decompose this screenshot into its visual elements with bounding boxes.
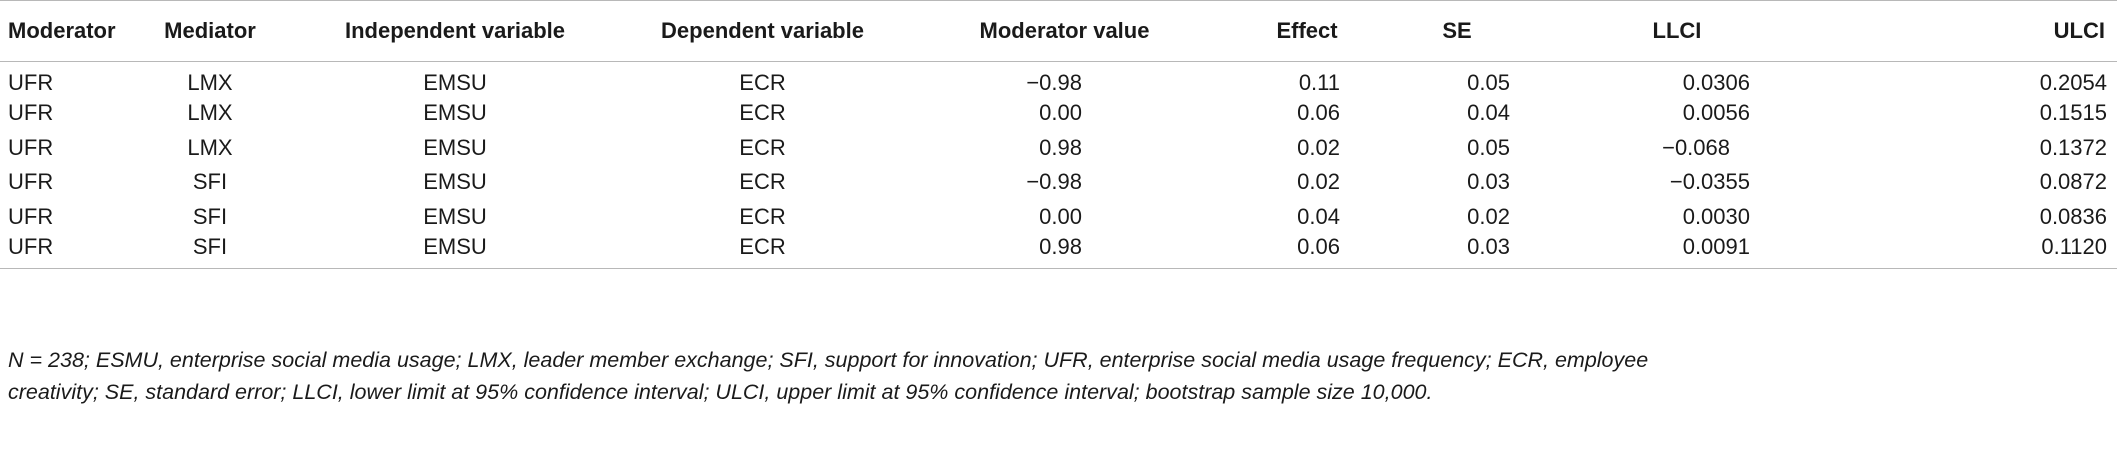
cell-effect: 0.02: [1297, 134, 1340, 160]
cell-independent-variable: EMSU: [423, 234, 487, 259]
table-body: UFR LMX EMSU ECR −0.98 0.11 0.05 0.0306 …: [0, 62, 2117, 269]
table-row: UFR LMX EMSU ECR 0.00 0.06 0.04 0.0056 0…: [0, 96, 2117, 131]
cell-moderator-value: 0.98: [1039, 134, 1082, 160]
cell-moderator: UFR: [8, 134, 54, 160]
cell-moderator: UFR: [8, 169, 54, 195]
cell-effect: 0.02: [1297, 169, 1340, 195]
cell-ulci: 0.0836: [2039, 203, 2107, 229]
cell-moderator-value: −0.98: [1026, 70, 1082, 95]
header-independent-variable: Independent variable: [344, 18, 566, 43]
cell-effect: 0.06: [1297, 100, 1340, 126]
cell-independent-variable: EMSU: [423, 100, 487, 126]
cell-dependent-variable: ECR: [739, 100, 786, 126]
cell-dependent-variable: ECR: [739, 234, 786, 259]
header-moderator: Moderator: [8, 18, 116, 43]
header-moderator-value: Moderator value: [979, 18, 1150, 43]
cell-independent-variable: EMSU: [423, 169, 487, 195]
table-row: UFR SFI EMSU ECR 0.00 0.04 0.02 0.0030 0…: [0, 200, 2117, 235]
cell-se: 0.03: [1467, 234, 1510, 259]
cell-moderator: UFR: [8, 234, 54, 259]
cell-dependent-variable: ECR: [739, 134, 786, 160]
cell-llci: 0.0056: [1682, 100, 1750, 126]
cell-effect: 0.04: [1297, 203, 1340, 229]
cell-moderator: UFR: [8, 70, 54, 95]
cell-se: 0.04: [1467, 100, 1510, 126]
cell-llci: 0.0030: [1682, 203, 1750, 229]
cell-llci: 0.0091: [1682, 234, 1750, 259]
cell-mediator: SFI: [192, 203, 228, 229]
table-row: UFR LMX EMSU ECR 0.98 0.02 0.05 −0.068 0…: [0, 131, 2117, 166]
cell-ulci: 0.1515: [2039, 100, 2107, 126]
header-se: SE: [1442, 18, 1472, 43]
cell-mediator: LMX: [187, 100, 233, 126]
cell-dependent-variable: ECR: [739, 203, 786, 229]
results-table-container: Moderator Mediator Independent variable …: [0, 0, 2117, 269]
cell-ulci: 0.1120: [2041, 234, 2107, 259]
cell-moderator-value: 0.00: [1039, 203, 1082, 229]
cell-ulci: 0.1372: [2039, 134, 2107, 160]
header-ulci: ULCI: [2053, 18, 2105, 43]
header-dependent-variable: Dependent variable: [661, 18, 864, 43]
cell-se: 0.03: [1467, 169, 1510, 195]
cell-ulci: 0.2054: [2039, 70, 2107, 95]
cell-mediator: LMX: [187, 70, 233, 95]
cell-moderator-value: −0.98: [1026, 169, 1082, 195]
table-footnote: N = 238; ESMU, enterprise social media u…: [8, 344, 2108, 408]
cell-independent-variable: EMSU: [423, 70, 487, 95]
cell-moderator-value: 0.00: [1039, 100, 1082, 126]
table-header: Moderator Mediator Independent variable …: [0, 0, 2117, 62]
cell-ulci: 0.0872: [2039, 169, 2107, 195]
cell-mediator: LMX: [187, 134, 233, 160]
cell-se: 0.05: [1467, 134, 1510, 160]
header-llci: LLCI: [1652, 18, 1702, 43]
table-row: UFR LMX EMSU ECR −0.98 0.11 0.05 0.0306 …: [0, 62, 2117, 97]
cell-independent-variable: EMSU: [423, 134, 487, 160]
cell-se: 0.02: [1467, 203, 1510, 229]
header-effect: Effect: [1276, 18, 1338, 43]
table-row: UFR SFI EMSU ECR 0.98 0.06 0.03 0.0091 0…: [0, 234, 2117, 269]
cell-llci: −0.068: [1662, 134, 1730, 160]
cell-independent-variable: EMSU: [423, 203, 487, 229]
cell-moderator: UFR: [8, 203, 54, 229]
cell-moderator-value: 0.98: [1039, 234, 1082, 259]
cell-effect: 0.06: [1297, 234, 1340, 259]
cell-llci: −0.0355: [1669, 169, 1750, 195]
cell-dependent-variable: ECR: [739, 169, 786, 195]
cell-dependent-variable: ECR: [739, 70, 786, 95]
footnote-line-2: creativity; SE, standard error; LLCI, lo…: [8, 380, 1433, 404]
cell-effect: 0.11: [1298, 70, 1340, 95]
cell-mediator: SFI: [192, 234, 228, 259]
footnote-line-1: N = 238; ESMU, enterprise social media u…: [8, 348, 1649, 372]
moderated-mediation-table: Moderator Mediator Independent variable …: [0, 0, 2117, 269]
cell-se: 0.05: [1467, 70, 1510, 95]
cell-moderator: UFR: [8, 100, 54, 126]
cell-mediator: SFI: [192, 169, 228, 195]
header-mediator: Mediator: [164, 18, 256, 43]
table-row: UFR SFI EMSU ECR −0.98 0.02 0.03 −0.0355…: [0, 165, 2117, 200]
header-row: Moderator Mediator Independent variable …: [0, 0, 2117, 62]
cell-llci: 0.0306: [1682, 70, 1750, 95]
